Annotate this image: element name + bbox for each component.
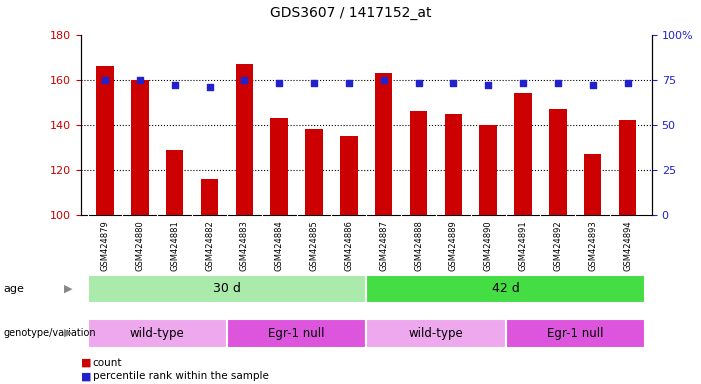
Bar [619, 120, 637, 215]
Bar [88, 319, 227, 348]
Text: ▶: ▶ [64, 284, 72, 294]
Text: ■: ■ [81, 371, 91, 381]
Bar [505, 319, 645, 348]
Text: wild-type: wild-type [130, 327, 184, 339]
Point [378, 77, 389, 83]
Bar [166, 150, 184, 215]
Bar [271, 118, 288, 215]
Point [343, 80, 355, 86]
Bar [375, 73, 393, 215]
Point [622, 80, 633, 86]
Text: age: age [4, 284, 25, 294]
Text: GSM424883: GSM424883 [240, 220, 249, 271]
Text: GDS3607 / 1417152_at: GDS3607 / 1417152_at [270, 6, 431, 20]
Bar [340, 136, 358, 215]
Text: count: count [93, 358, 122, 368]
Bar [367, 319, 505, 348]
Bar [367, 275, 645, 303]
Text: genotype/variation: genotype/variation [4, 328, 96, 338]
Text: GSM424882: GSM424882 [205, 220, 214, 271]
Text: wild-type: wild-type [409, 327, 463, 339]
Text: GSM424892: GSM424892 [553, 220, 562, 271]
Text: Egr-1 null: Egr-1 null [268, 327, 325, 339]
Bar [131, 80, 149, 215]
Bar [410, 111, 427, 215]
Text: GSM424891: GSM424891 [519, 220, 528, 271]
Text: GSM424893: GSM424893 [588, 220, 597, 271]
Bar [96, 66, 114, 215]
Bar [479, 125, 497, 215]
Text: percentile rank within the sample: percentile rank within the sample [93, 371, 268, 381]
Point [273, 80, 285, 86]
Text: GSM424889: GSM424889 [449, 220, 458, 271]
Text: GSM424879: GSM424879 [100, 220, 109, 271]
Text: ▶: ▶ [64, 328, 72, 338]
Text: 30 d: 30 d [213, 283, 241, 295]
Point [413, 80, 424, 86]
Bar [549, 109, 566, 215]
Bar [236, 64, 253, 215]
Text: GSM424894: GSM424894 [623, 220, 632, 271]
Text: GSM424881: GSM424881 [170, 220, 179, 271]
Text: GSM424884: GSM424884 [275, 220, 284, 271]
Text: GSM424885: GSM424885 [310, 220, 318, 271]
Point [448, 80, 459, 86]
Point [169, 82, 180, 88]
Text: ■: ■ [81, 358, 91, 368]
Text: Egr-1 null: Egr-1 null [547, 327, 604, 339]
Text: GSM424887: GSM424887 [379, 220, 388, 271]
Text: 42 d: 42 d [491, 283, 519, 295]
Point [100, 77, 111, 83]
Point [587, 82, 599, 88]
Text: GSM424880: GSM424880 [135, 220, 144, 271]
Bar [200, 179, 218, 215]
Point [204, 84, 215, 90]
Point [239, 77, 250, 83]
Bar [584, 154, 601, 215]
Text: GSM424888: GSM424888 [414, 220, 423, 271]
Point [134, 77, 145, 83]
Bar [515, 93, 532, 215]
Bar [444, 114, 462, 215]
Bar [227, 319, 367, 348]
Point [552, 80, 564, 86]
Point [517, 80, 529, 86]
Text: GSM424890: GSM424890 [484, 220, 493, 271]
Point [308, 80, 320, 86]
Text: GSM424886: GSM424886 [344, 220, 353, 271]
Bar [306, 129, 322, 215]
Bar [88, 275, 366, 303]
Point [482, 82, 494, 88]
